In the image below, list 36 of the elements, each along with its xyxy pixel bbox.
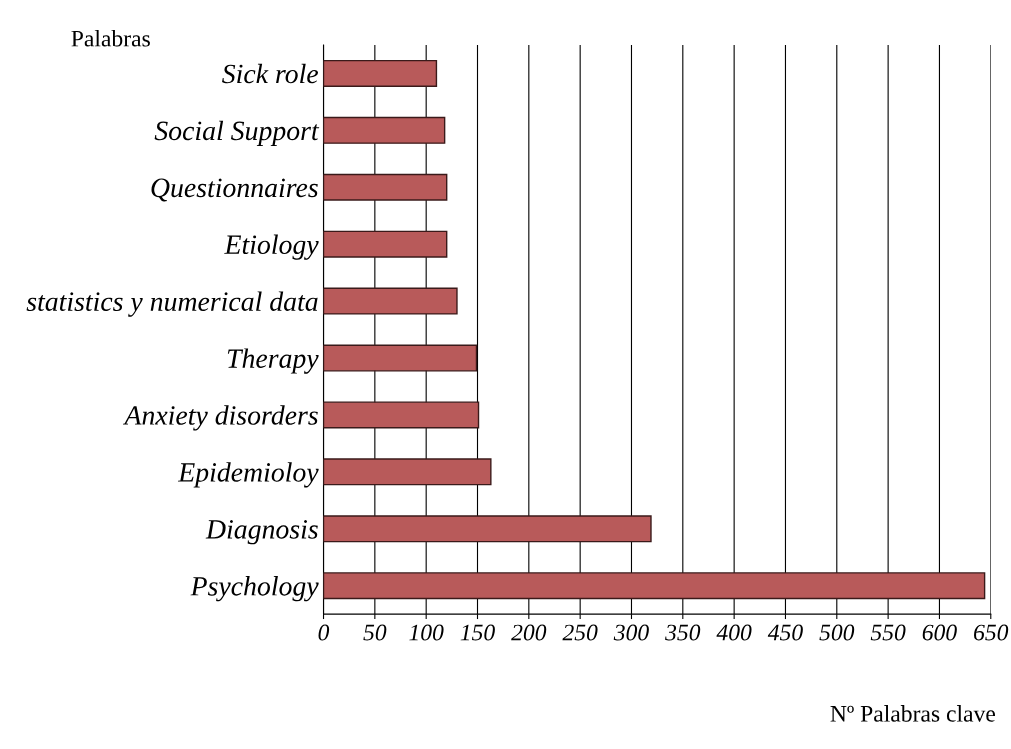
- y-tick-label: Questionnaires: [151, 178, 318, 202]
- bar: [323, 59, 438, 87]
- bar: [323, 173, 448, 201]
- x-tick-label: 100: [409, 624, 444, 641]
- y-tick-label: Social Support: [154, 120, 320, 146]
- bar: [323, 230, 448, 258]
- x-tick-label: 200: [511, 624, 547, 641]
- x-tick-label: 50: [363, 624, 387, 641]
- x-tick-label: 550: [870, 624, 906, 641]
- y-axis-title: Palabras: [71, 29, 150, 47]
- x-tick-label: 600: [922, 624, 957, 641]
- y-tick-label: Sick role: [222, 63, 319, 84]
- x-tick-label: 450: [767, 624, 803, 641]
- x-tick-label: 250: [562, 624, 598, 641]
- y-tick-label: Diagnosis: [205, 520, 318, 545]
- x-tick-label: 350: [665, 624, 701, 641]
- x-tick-label: 300: [613, 624, 649, 641]
- bar: [323, 515, 652, 543]
- bar: [323, 401, 480, 429]
- x-tick-label: 400: [716, 624, 752, 641]
- x-tick-label: 500: [819, 624, 855, 641]
- y-tick-label: statistics y numerical data: [26, 291, 318, 317]
- y-tick-label: Etiology: [224, 234, 319, 260]
- x-tick-label: 650: [974, 624, 1009, 641]
- x-tick-label: 150: [460, 624, 495, 641]
- y-tick-label: Psychology: [190, 576, 319, 602]
- x-axis-title: Nº Palabras clave: [830, 705, 996, 722]
- bar: [323, 458, 492, 486]
- y-tick-label: Anxiety disorders: [122, 405, 318, 431]
- y-tick-label: Epidemioloy: [177, 462, 319, 488]
- y-tick-label: Therapy: [227, 348, 319, 374]
- bar: [323, 116, 446, 144]
- bar: [323, 287, 458, 315]
- x-tick-label: 0: [318, 624, 330, 641]
- bar: [323, 572, 986, 600]
- bar: [323, 344, 478, 372]
